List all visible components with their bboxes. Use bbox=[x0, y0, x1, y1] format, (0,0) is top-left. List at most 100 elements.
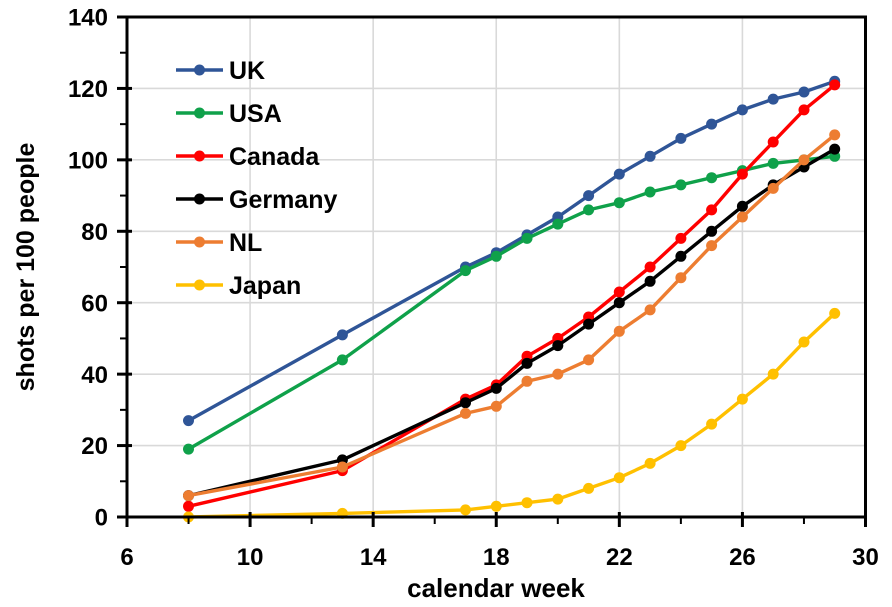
legend-item-Japan: Japan bbox=[176, 272, 301, 300]
data-point bbox=[521, 375, 533, 387]
data-point bbox=[490, 400, 502, 412]
data-point bbox=[736, 168, 748, 180]
data-point bbox=[829, 79, 841, 91]
data-point bbox=[183, 490, 194, 502]
y-tick-label: 60 bbox=[81, 290, 108, 317]
series-NL bbox=[183, 129, 841, 502]
data-point bbox=[798, 86, 810, 98]
data-point bbox=[706, 204, 718, 216]
legend-label: USA bbox=[229, 100, 282, 128]
data-point bbox=[644, 186, 656, 198]
legend-label: UK bbox=[229, 57, 265, 85]
data-point bbox=[460, 407, 471, 419]
data-point bbox=[798, 154, 810, 166]
data-point bbox=[613, 472, 625, 484]
data-point bbox=[460, 504, 471, 516]
data-point bbox=[798, 336, 810, 348]
data-point bbox=[460, 397, 471, 409]
data-point bbox=[829, 143, 841, 155]
legend-marker bbox=[194, 64, 205, 76]
legend-marker bbox=[194, 279, 205, 291]
data-point bbox=[767, 93, 779, 105]
data-point bbox=[644, 150, 656, 162]
data-point bbox=[613, 297, 625, 309]
y-tick-label: 140 bbox=[68, 5, 108, 32]
data-point bbox=[675, 232, 687, 244]
x-tick-label: 26 bbox=[729, 544, 756, 571]
data-point bbox=[767, 157, 779, 169]
legend-item-UK: UK bbox=[176, 57, 265, 85]
data-point bbox=[183, 443, 194, 455]
data-point bbox=[583, 354, 595, 366]
data-point bbox=[829, 307, 841, 319]
data-point bbox=[336, 329, 348, 341]
data-point bbox=[675, 179, 687, 191]
y-tick-label: 120 bbox=[68, 76, 108, 103]
y-tick-label: 80 bbox=[81, 219, 108, 246]
legend-marker bbox=[194, 193, 205, 205]
legend: UK USA Canada Germany NL Japan bbox=[176, 57, 337, 300]
data-point bbox=[552, 368, 564, 380]
y-tick-label: 20 bbox=[81, 433, 108, 460]
legend-label: Germany bbox=[229, 186, 337, 214]
data-point bbox=[675, 132, 687, 144]
data-point bbox=[829, 129, 841, 141]
legend-marker bbox=[194, 150, 205, 162]
data-point bbox=[583, 318, 595, 330]
x-tick-label: 30 bbox=[852, 544, 879, 571]
data-point bbox=[706, 118, 718, 130]
data-point bbox=[675, 250, 687, 262]
data-point bbox=[521, 357, 533, 369]
data-series bbox=[183, 75, 841, 523]
data-point bbox=[613, 197, 625, 209]
legend-marker bbox=[194, 107, 205, 119]
legend-item-Germany: Germany bbox=[176, 186, 337, 214]
legend-label: NL bbox=[229, 229, 262, 257]
data-point bbox=[613, 325, 625, 337]
axis-tick-labels: 6 10 14 18 22 26 30 0 20 40 60 80 100 120 140 bbox=[68, 5, 879, 571]
data-point bbox=[583, 482, 595, 494]
data-point bbox=[798, 104, 810, 116]
legend-label: Japan bbox=[229, 272, 301, 300]
legend-item-Canada: Canada bbox=[176, 143, 320, 171]
legend-label: Canada bbox=[229, 143, 320, 171]
data-point bbox=[490, 500, 502, 512]
data-point bbox=[706, 418, 718, 430]
data-point bbox=[644, 304, 656, 316]
legend-item-USA: USA bbox=[176, 100, 282, 128]
data-point bbox=[460, 265, 471, 277]
data-point bbox=[675, 440, 687, 452]
data-point bbox=[706, 225, 718, 237]
data-point bbox=[644, 275, 656, 287]
data-point bbox=[736, 104, 748, 116]
data-point bbox=[490, 382, 502, 394]
data-point bbox=[613, 168, 625, 180]
data-point bbox=[183, 500, 194, 512]
data-point bbox=[552, 340, 564, 352]
data-point bbox=[583, 190, 595, 202]
data-point bbox=[336, 461, 348, 473]
data-point bbox=[336, 354, 348, 366]
series-line-Japan bbox=[186, 311, 837, 519]
x-tick-label: 14 bbox=[360, 544, 387, 571]
data-point bbox=[552, 218, 564, 230]
legend-item-NL: NL bbox=[176, 229, 262, 257]
x-tick-label: 22 bbox=[606, 544, 633, 571]
gridlines bbox=[127, 16, 867, 517]
data-point bbox=[706, 172, 718, 184]
data-point bbox=[183, 415, 194, 427]
data-point bbox=[767, 368, 779, 380]
x-axis-title: calendar week bbox=[407, 573, 585, 603]
data-point bbox=[644, 261, 656, 273]
series-USA bbox=[183, 150, 841, 455]
data-point bbox=[490, 250, 502, 262]
data-point bbox=[736, 211, 748, 223]
data-point bbox=[767, 136, 779, 148]
y-tick-label: 100 bbox=[68, 147, 108, 174]
y-tick-label: 0 bbox=[95, 505, 108, 532]
x-tick-label: 18 bbox=[483, 544, 510, 571]
data-point bbox=[736, 393, 748, 405]
y-axis-title: shots per 100 people bbox=[12, 143, 40, 392]
